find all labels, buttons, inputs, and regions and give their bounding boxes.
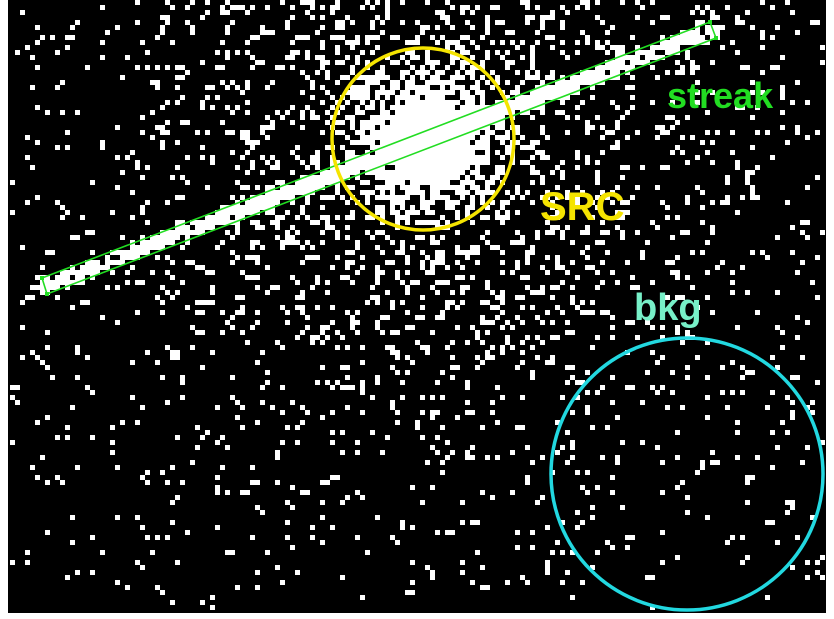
source-label: SRC	[540, 185, 624, 229]
handle	[714, 36, 718, 40]
image-view: streak SRC bkg	[0, 0, 834, 619]
handle	[40, 276, 44, 280]
handle	[45, 292, 49, 296]
handle	[708, 20, 712, 24]
page: {"regions": [{"label": "streak"}, {"labe…	[0, 0, 834, 619]
background-label: bkg	[634, 287, 702, 329]
streak-label: streak	[667, 75, 774, 116]
